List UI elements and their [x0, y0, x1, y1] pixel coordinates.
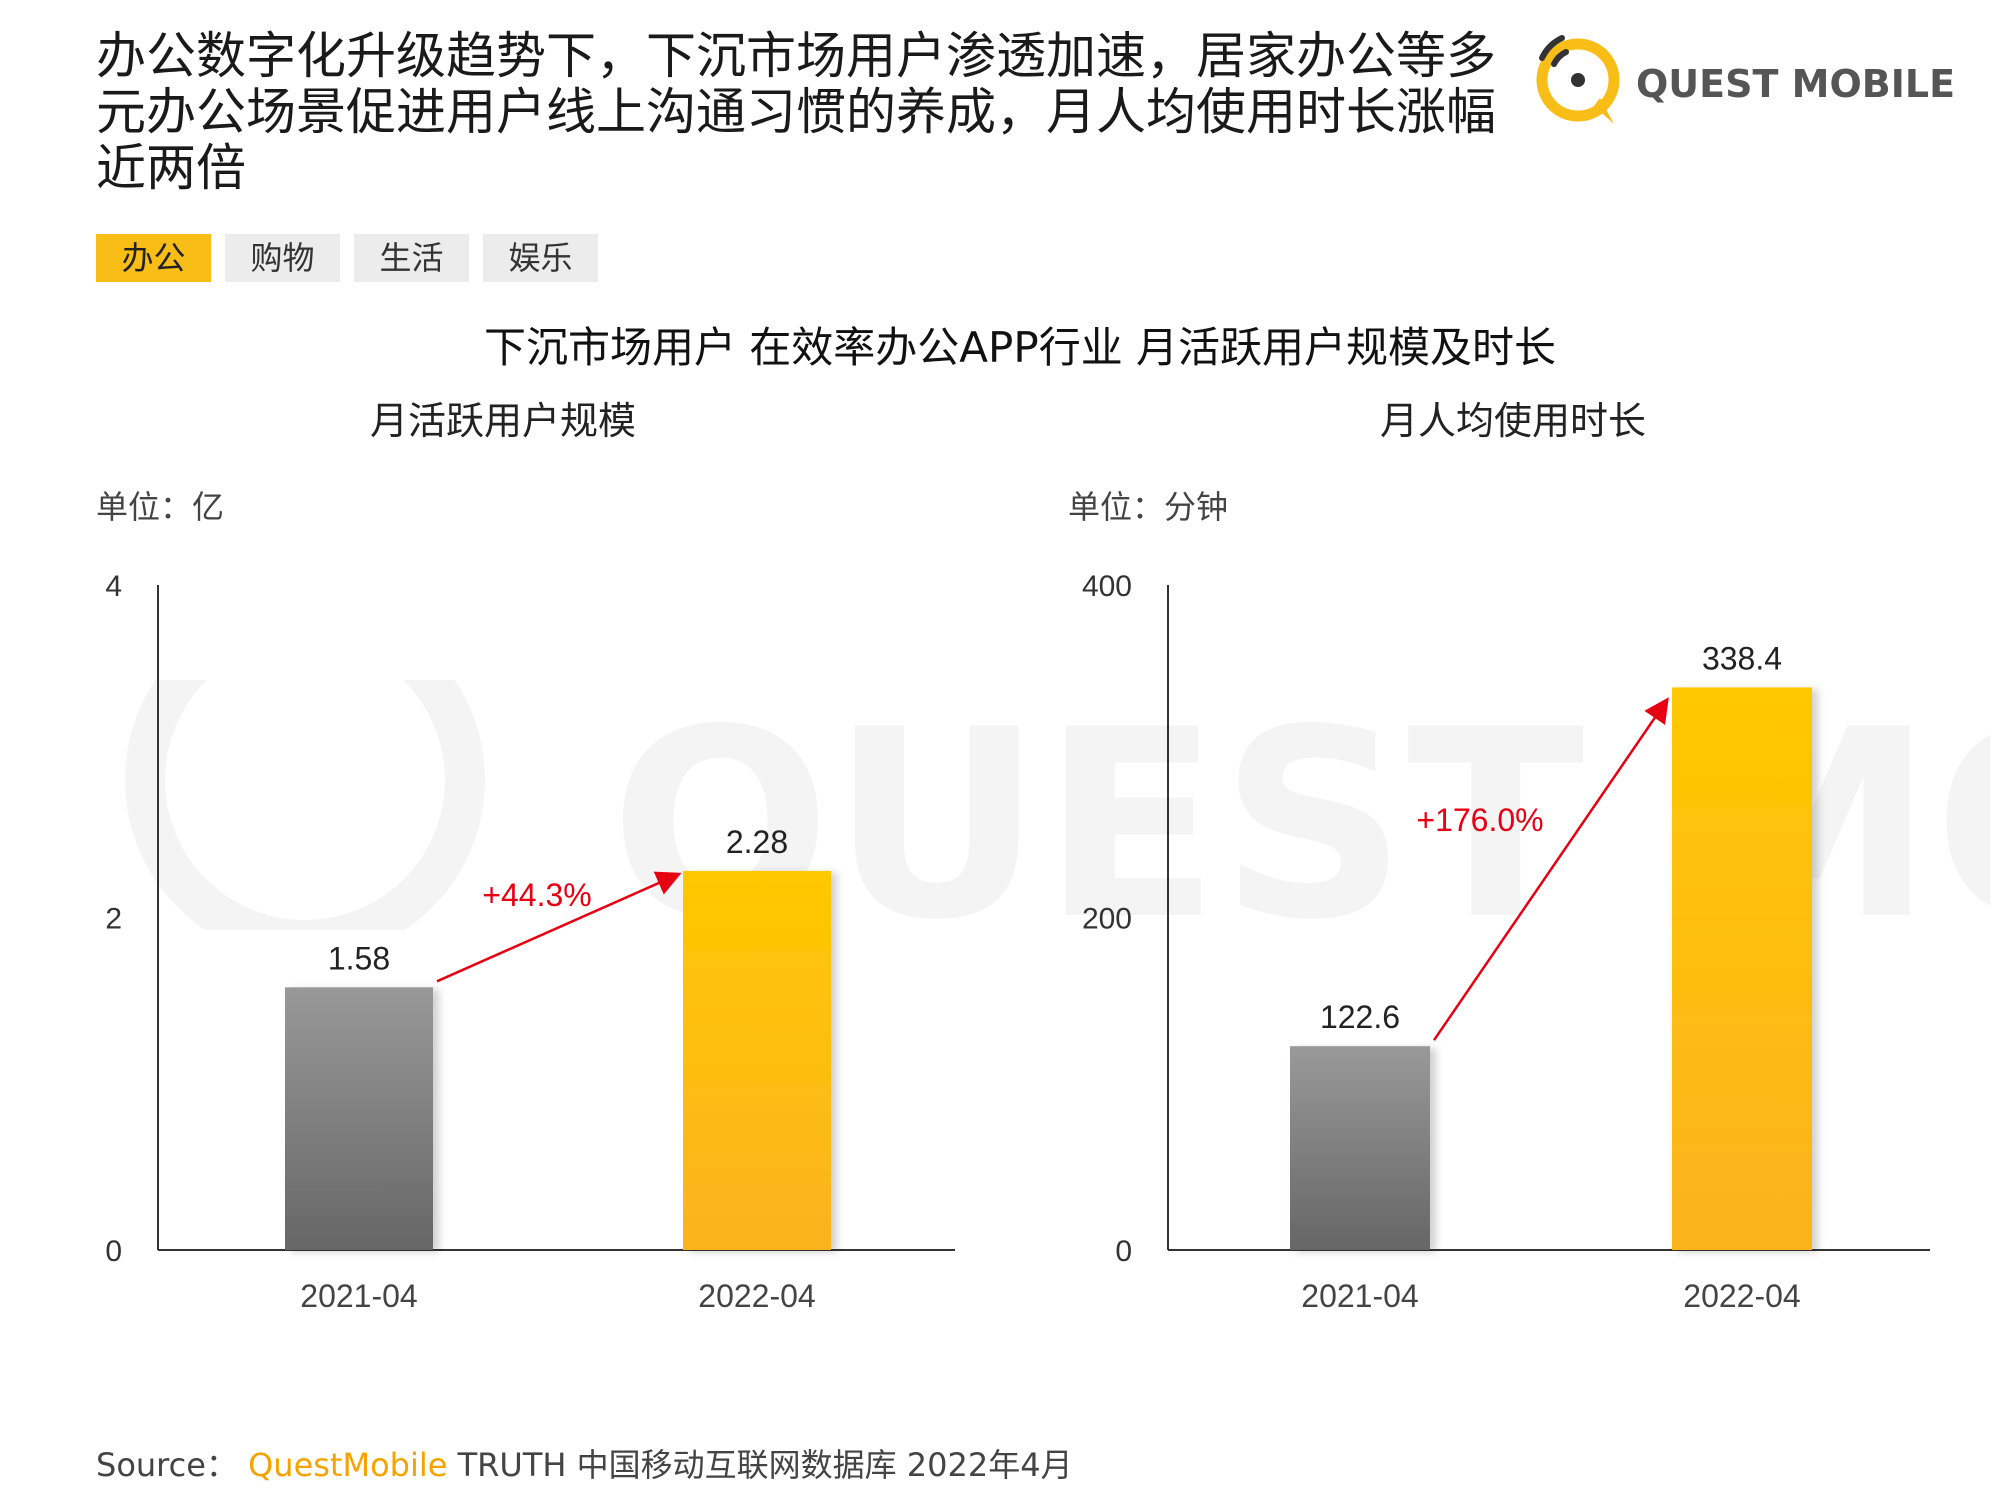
right-chart-unit: 单位：分钟: [1068, 488, 1229, 526]
tab-office[interactable]: 办公: [96, 234, 211, 282]
x-tick-label: 2022-04: [1683, 1278, 1800, 1314]
source-note: Source： QuestMobile TRUTH 中国移动互联网数据库 202…: [96, 1440, 1073, 1486]
bar-value-label: 122.6: [1320, 999, 1400, 1035]
left-chart-title: 月活跃用户规模: [370, 399, 637, 443]
growth-arrow: [436, 871, 682, 983]
left-chart-unit: 单位：亿: [96, 488, 225, 526]
x-tick-label: 2021-04: [300, 1278, 417, 1314]
growth-label: +44.3%: [482, 877, 591, 913]
y-tick-label: 200: [1082, 903, 1132, 936]
page-headline: 办公数字化升级趋势下，下沉市场用户渗透加速，居家办公等多元办公场景促进用户线上沟…: [96, 27, 1496, 197]
bar-value-label: 1.58: [328, 940, 390, 976]
tab-shopping[interactable]: 购物: [225, 234, 340, 282]
growth-label: +176.0%: [1416, 802, 1543, 838]
bar-2021-04: [1290, 1046, 1430, 1250]
bar-2022-04: [1672, 687, 1812, 1250]
quest-mobile-logo: QUEST MOBILE: [1528, 28, 1988, 128]
bar-2021-04: [285, 987, 433, 1250]
bar-value-label: 338.4: [1702, 640, 1782, 676]
x-tick-label: 2021-04: [1301, 1278, 1418, 1314]
source-label: Source：: [96, 1446, 238, 1484]
category-tabs: 办公 购物 生活 娱乐: [96, 234, 598, 282]
bar-2022-04: [683, 870, 831, 1250]
main-chart-title: 下沉市场用户 在效率办公APP行业 月活跃用户规模及时长: [483, 323, 1557, 372]
logo-text: QUEST MOBILE: [1636, 62, 1956, 106]
x-tick-label: 2022-04: [698, 1278, 815, 1314]
y-tick-label: 2: [105, 903, 122, 936]
source-rest: TRUTH 中国移动互联网数据库 2022年4月: [457, 1446, 1073, 1484]
bar-value-label: 2.28: [726, 824, 788, 860]
tab-life[interactable]: 生活: [354, 234, 469, 282]
logo-mark-icon: [1536, 35, 1620, 124]
growth-arrow: [1432, 697, 1669, 1041]
y-tick-label: 400: [1082, 570, 1132, 603]
source-brand: QuestMobile: [248, 1446, 448, 1484]
y-tick-label: 0: [105, 1235, 122, 1268]
right-chart-title: 月人均使用时长: [1380, 399, 1647, 443]
y-tick-label: 4: [105, 570, 122, 603]
tab-entertainment[interactable]: 娱乐: [483, 234, 598, 282]
y-tick-label: 0: [1115, 1235, 1132, 1268]
